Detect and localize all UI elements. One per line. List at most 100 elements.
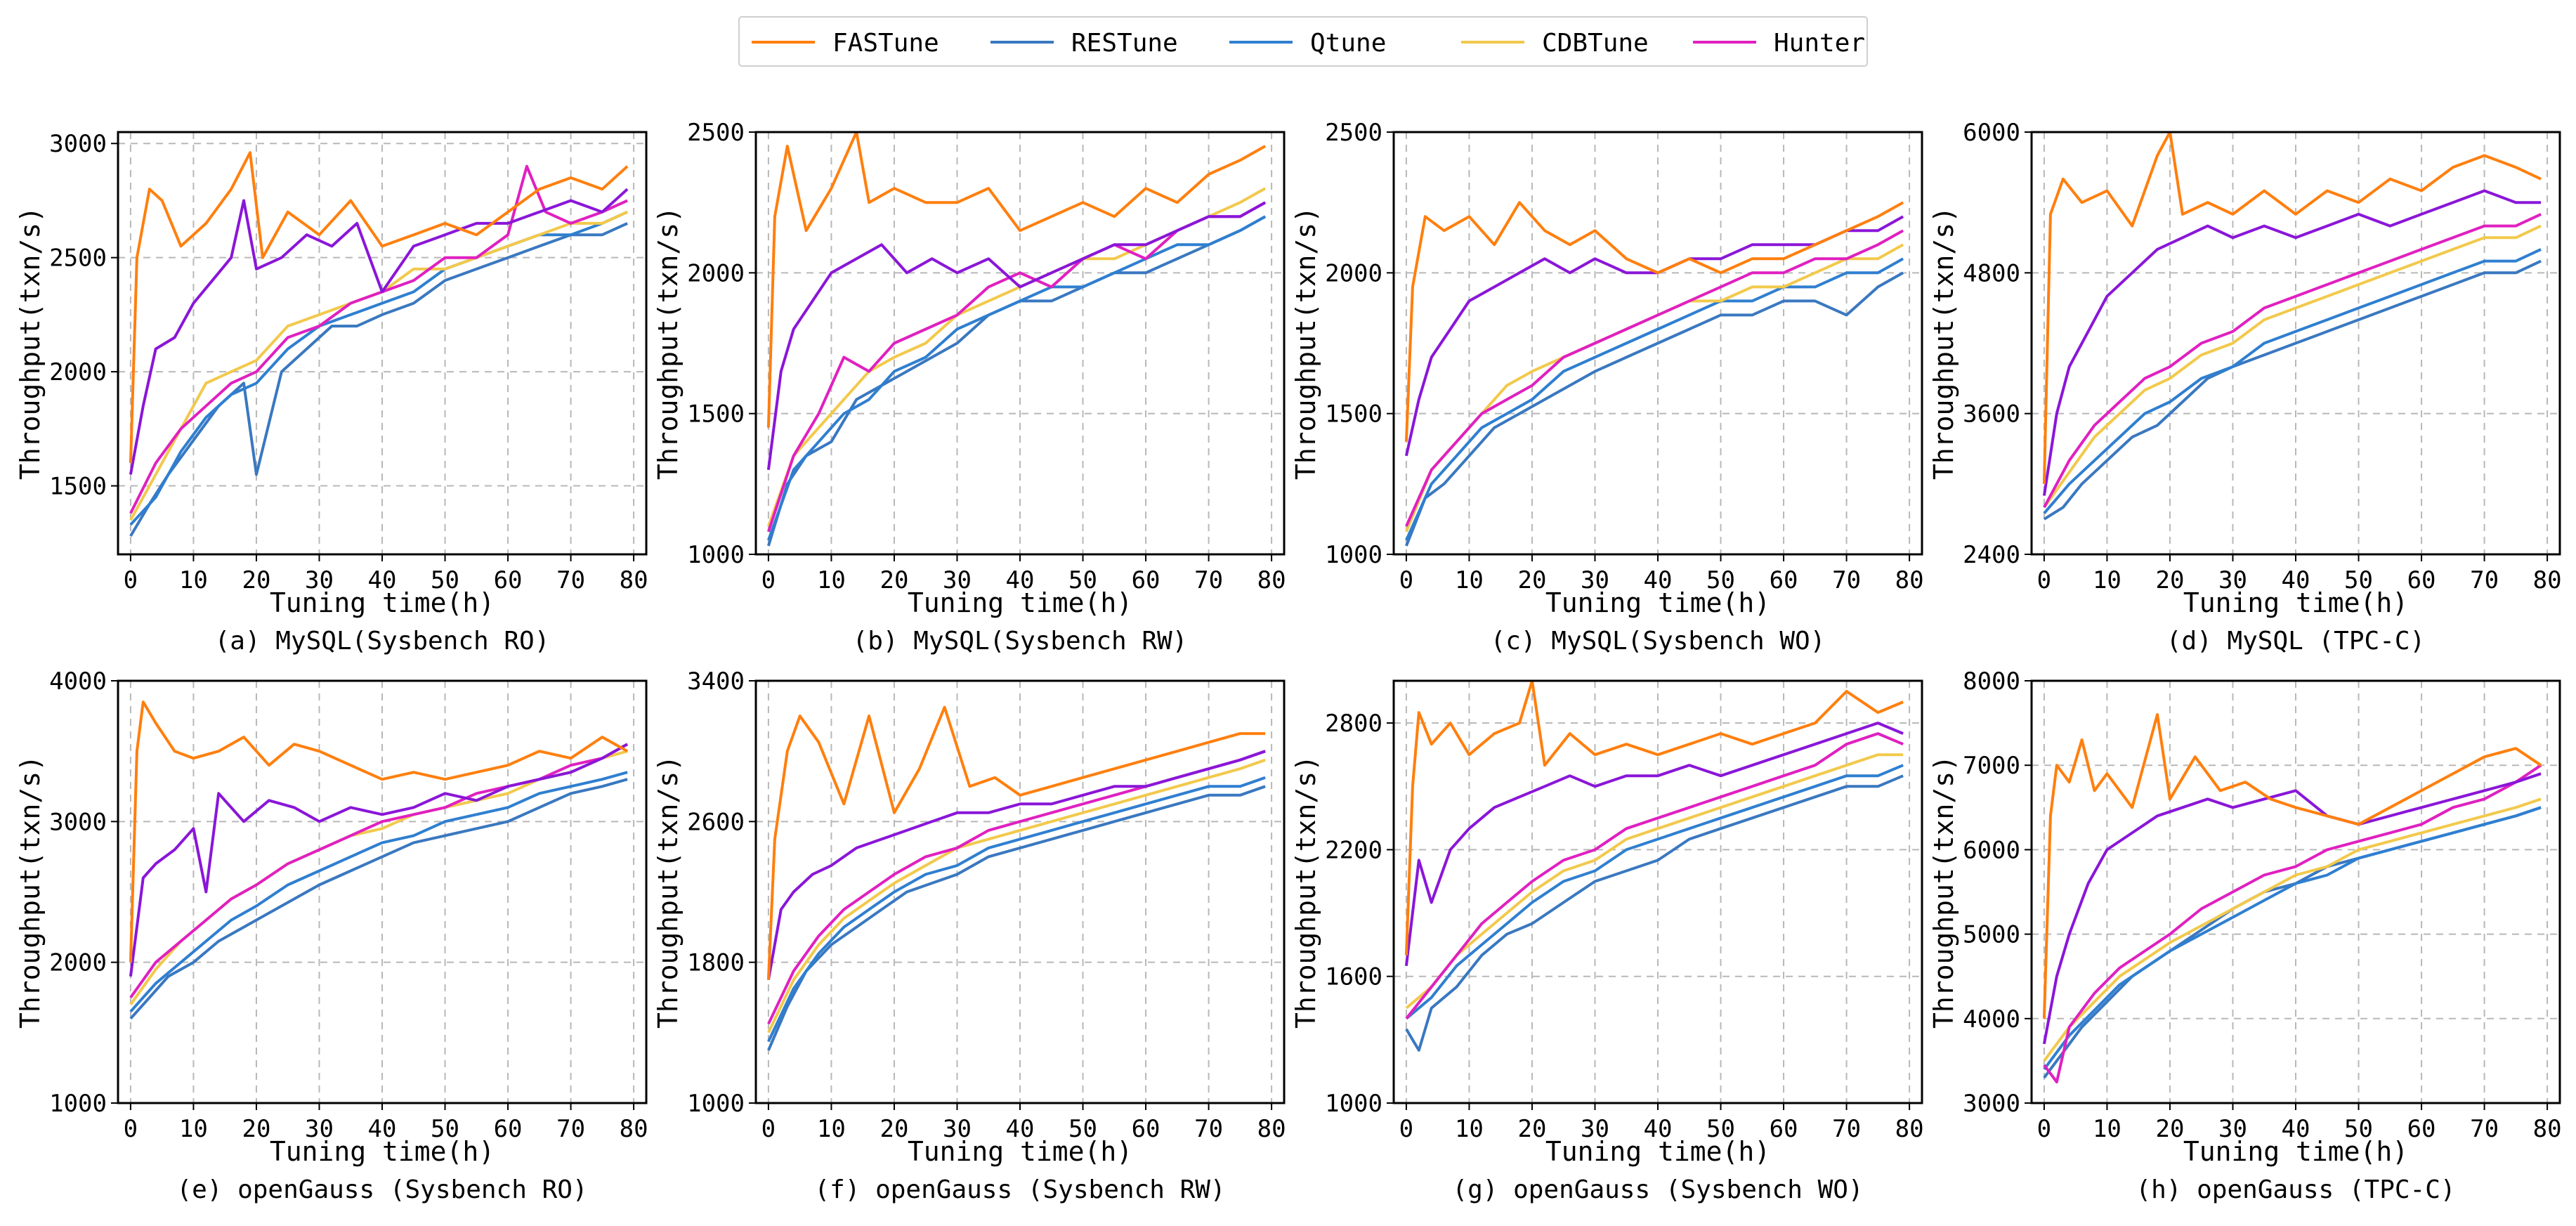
x-tick-label: 10 bbox=[1455, 566, 1484, 594]
y-tick-label: 1000 bbox=[49, 1090, 107, 1118]
panels: 0 10 20 30 40 50 60 70 801500200025003000Tuning … bbox=[15, 119, 2562, 1204]
x-tick-label: 20 bbox=[2155, 566, 2184, 594]
x-tick-label: 10 bbox=[179, 566, 208, 594]
panel-b: 0 10 20 30 40 50 60 70 80 1000 1500 2000 2500 Tuning … bbox=[653, 119, 1286, 656]
x-tick-label: 10 bbox=[1455, 1115, 1484, 1143]
panel-h: 0 10 20 30 40 50 60 70 80 3000 4000 5000 6000 7000 800… bbox=[1928, 667, 2562, 1204]
series-line-extra bbox=[129, 188, 629, 475]
legend: FASTune RESTune Qtune CDBTune Hunter bbox=[738, 16, 1868, 67]
x-tick-label: 30 bbox=[943, 566, 972, 594]
series-line-extra bbox=[2042, 189, 2542, 496]
x-tick-label: 50 bbox=[2344, 566, 2373, 594]
series-line-qtune bbox=[767, 776, 1266, 1043]
plot-frame bbox=[754, 679, 1286, 1104]
series-group bbox=[2042, 713, 2542, 1083]
x-tick-label: 80 bbox=[2533, 566, 2562, 594]
y-axis-label: Throughput(txn/s) bbox=[1928, 755, 1959, 1029]
x-tick-label: 60 bbox=[2407, 566, 2436, 594]
x-tick-label: 0 bbox=[124, 566, 138, 594]
x-axis-label: Tuning time(h) bbox=[908, 1136, 1132, 1167]
y-axis-label: Throughput(txn/s) bbox=[1290, 207, 1321, 480]
series-line-extra bbox=[1404, 722, 1904, 966]
series-line-fastune bbox=[2042, 713, 2542, 1019]
x-axis-label: Tuning time(h) bbox=[2183, 587, 2408, 618]
plot-frame bbox=[754, 131, 1286, 556]
y-tick-label: 2000 bbox=[49, 949, 107, 977]
x-tick-label: 80 bbox=[1257, 1115, 1286, 1143]
x-tick-label: 0 bbox=[1399, 1115, 1413, 1143]
series-group bbox=[129, 151, 629, 537]
x-tick-label: 40 bbox=[2282, 566, 2310, 594]
x-tick-label: 0 bbox=[761, 566, 776, 594]
series-line-hunter bbox=[2043, 213, 2542, 509]
panel-f: 0 10 20 30 40 50 60 70 80 1000 1800 2600 3400 Tuning … bbox=[653, 667, 1286, 1204]
x-tick-label: 60 bbox=[1770, 1115, 1798, 1143]
x-tick-label: 20 bbox=[242, 1115, 270, 1143]
y-tick-label: 2200 bbox=[1325, 836, 1382, 864]
x-tick-label: 0 bbox=[124, 1115, 138, 1143]
x-tick-label: 30 bbox=[305, 1115, 334, 1143]
x-tick-label: 0 bbox=[1399, 566, 1413, 594]
panel-caption: (b) MySQL(Sysbench RW) bbox=[853, 627, 1188, 656]
x-tick-label: 80 bbox=[1257, 566, 1286, 594]
y-tick-label: 6000 bbox=[1963, 119, 2020, 147]
x-tick-label: 40 bbox=[1006, 1115, 1035, 1143]
y-tick-label: 2000 bbox=[1325, 259, 1382, 287]
y-tick-label: 2500 bbox=[49, 244, 107, 273]
x-tick-label: 50 bbox=[431, 1115, 459, 1143]
plot-area bbox=[756, 681, 1284, 1103]
plot-area bbox=[2032, 681, 2560, 1103]
plot-frame bbox=[2030, 679, 2561, 1104]
series-line-extra bbox=[766, 750, 1266, 981]
series-line-cdbtune bbox=[1405, 753, 1904, 1010]
x-tick-label: 10 bbox=[817, 566, 846, 594]
y-tick-label: 3000 bbox=[49, 130, 107, 158]
series-line-restune bbox=[1405, 271, 1904, 547]
x-tick-label: 80 bbox=[620, 1115, 648, 1143]
x-tick-label: 30 bbox=[1581, 1115, 1609, 1143]
y-tick-label: 1600 bbox=[1325, 963, 1382, 991]
y-tick-label: 3000 bbox=[49, 808, 107, 836]
x-tick-label: 60 bbox=[1132, 1115, 1160, 1143]
series-line-fastune bbox=[129, 700, 629, 963]
y-tick-label: 7000 bbox=[1963, 752, 2020, 780]
panel-e: 0 10 20 30 40 50 60 70 80 1000 2000 3000 4000 Tuning … bbox=[15, 667, 648, 1204]
series-group bbox=[129, 700, 629, 1020]
x-tick-label: 0 bbox=[761, 1115, 776, 1143]
y-tick-label: 3000 bbox=[1963, 1090, 2020, 1118]
x-tick-label: 60 bbox=[494, 566, 523, 594]
x-axis-label: Tuning time(h) bbox=[1545, 587, 1770, 618]
x-tick-label: 50 bbox=[2344, 1115, 2373, 1143]
x-tick-label: 20 bbox=[242, 566, 270, 594]
x-tick-label: 10 bbox=[2093, 566, 2121, 594]
y-tick-label: 2600 bbox=[687, 808, 745, 836]
x-tick-label: 60 bbox=[494, 1115, 523, 1143]
series-line-fastune bbox=[766, 132, 1267, 428]
plot-frame bbox=[1392, 131, 1923, 556]
plot-area bbox=[118, 132, 646, 554]
x-tick-label: 20 bbox=[880, 566, 908, 594]
x-tick-label: 40 bbox=[1644, 566, 1673, 594]
x-tick-label: 0 bbox=[2037, 566, 2051, 594]
y-tick-label: 8000 bbox=[1963, 667, 2020, 696]
series-line-restune bbox=[129, 222, 628, 537]
series-line-qtune bbox=[129, 210, 628, 526]
y-axis-label: Throughput(txn/s) bbox=[1290, 755, 1321, 1029]
series-line-hunter bbox=[1405, 732, 1904, 1020]
series-line-fastune bbox=[1404, 201, 1904, 442]
x-tick-label: 70 bbox=[556, 1115, 585, 1143]
x-tick-label: 30 bbox=[943, 1115, 972, 1143]
x-tick-label: 50 bbox=[431, 566, 459, 594]
x-tick-label: 70 bbox=[2470, 566, 2499, 594]
x-tick-label: 10 bbox=[179, 1115, 208, 1143]
panel-c: 0 10 20 30 40 50 60 70 80 1000 1500 2000 2500 Tuning … bbox=[1290, 119, 1924, 656]
y-tick-label: 2800 bbox=[1325, 710, 1382, 738]
series-line-hunter bbox=[2043, 764, 2542, 1083]
series-line-fastune bbox=[2042, 132, 2542, 484]
y-tick-label: 1000 bbox=[687, 541, 745, 569]
series-line-qtune bbox=[2043, 806, 2542, 1071]
x-tick-label: 50 bbox=[1706, 1115, 1735, 1143]
legend-label-hunter: Hunter bbox=[1774, 29, 1865, 58]
x-tick-label: 30 bbox=[2218, 566, 2247, 594]
x-tick-label: 60 bbox=[1770, 566, 1798, 594]
